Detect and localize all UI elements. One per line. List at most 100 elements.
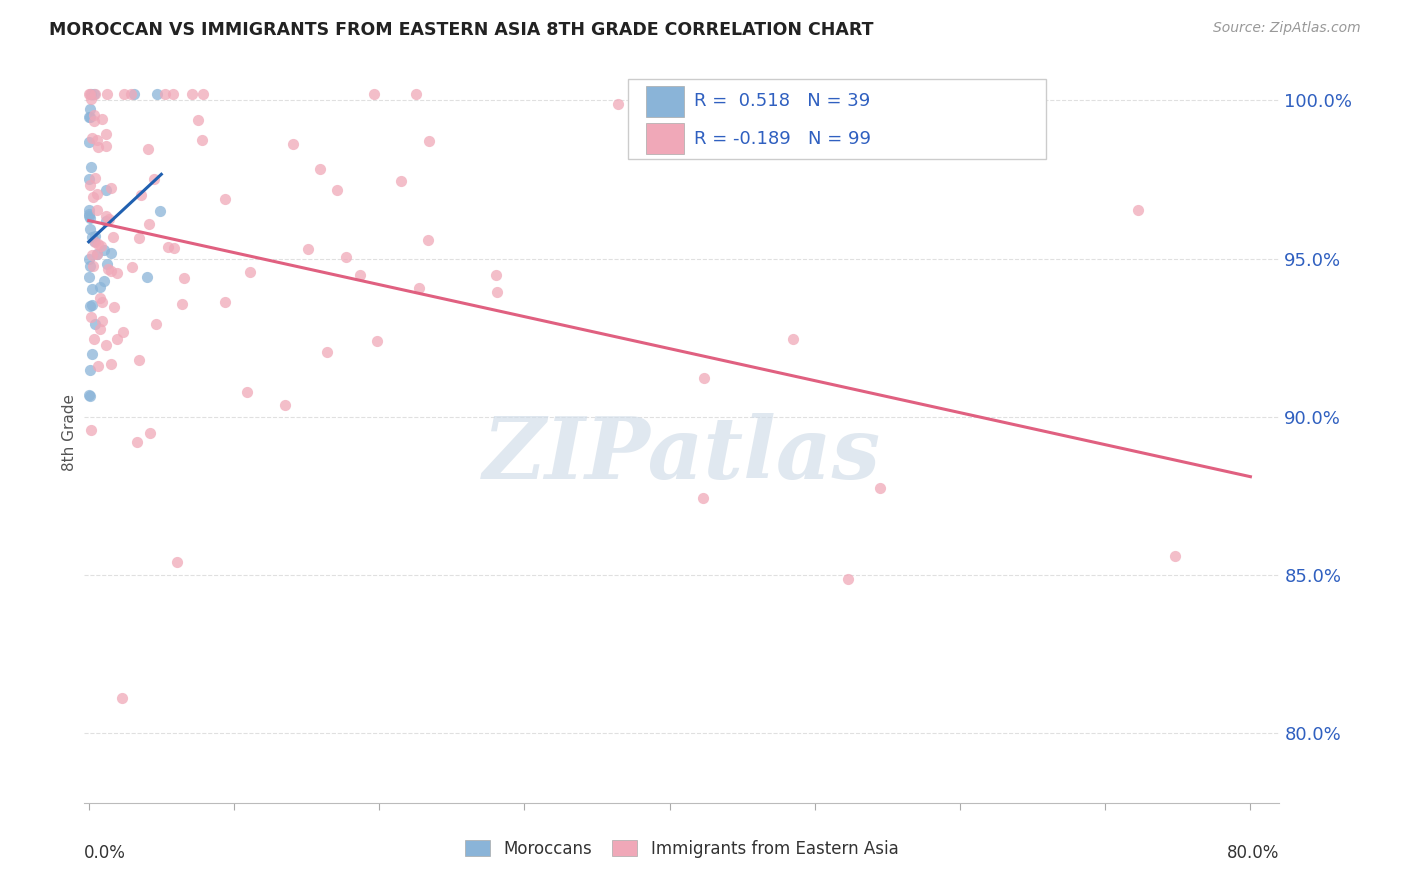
Point [80,160,103,174]
Point [77,210,100,224]
Point [153,87,176,101]
Point [120,87,142,101]
Point [236,385,259,400]
Point [83,108,105,122]
Point [214,295,236,310]
Point [297,242,319,256]
Point [214,192,236,206]
Point [86,133,108,147]
Point [96,87,118,101]
Point [309,161,332,176]
Point [77,110,100,124]
Point [181,87,204,101]
Point [86,247,108,261]
Text: R =  0.518   N = 39: R = 0.518 N = 39 [695,92,870,110]
Point [96,183,118,197]
Text: MOROCCAN VS IMMIGRANTS FROM EASTERN ASIA 8TH GRADE CORRELATION CHART: MOROCCAN VS IMMIGRANTS FROM EASTERN ASIA… [49,21,873,38]
Point [84,170,107,185]
Point [405,87,427,101]
Point [191,133,214,147]
Point [79,202,101,217]
Point [87,359,110,374]
Point [122,87,145,101]
Point [100,246,122,260]
Point [84,235,107,249]
Point [1164,549,1187,564]
Point [100,180,122,194]
Point [408,281,430,295]
Point [87,237,110,252]
Point [86,247,108,261]
Point [79,222,101,236]
Point [79,252,101,266]
Point [79,389,101,403]
Y-axis label: 8th Grade: 8th Grade [62,394,77,471]
Point [139,425,162,440]
Point [766,126,789,140]
Legend: Moroccans, Immigrants from Eastern Asia: Moroccans, Immigrants from Eastern Asia [458,833,905,865]
Point [143,172,166,186]
Point [93,243,115,257]
Point [112,87,135,101]
Point [79,211,101,226]
Point [77,207,100,221]
Point [90,112,112,127]
Point [79,299,101,313]
Point [79,103,101,117]
Point [82,189,104,203]
Point [121,260,143,274]
Point [416,233,439,247]
Point [98,212,121,227]
Point [79,87,101,101]
Point [837,572,859,586]
Point [101,230,124,244]
Point [138,142,160,156]
Point [274,398,297,412]
Text: 80.0%: 80.0% [1227,844,1279,862]
Point [80,297,103,311]
Point [91,295,114,310]
Point [86,140,108,154]
Point [96,214,118,228]
Point [138,217,160,231]
Point [79,87,101,101]
Point [83,87,105,101]
Point [77,172,100,186]
Point [96,209,118,223]
Point [157,240,180,254]
Point [82,282,104,296]
Point [80,423,103,437]
Point [80,346,103,360]
Point [97,262,120,277]
Point [1126,203,1149,218]
FancyBboxPatch shape [647,123,685,154]
Point [79,135,101,149]
Point [83,234,105,248]
Point [91,314,114,328]
Point [86,202,108,217]
Point [145,318,167,332]
Point [80,131,103,145]
Point [80,87,103,101]
FancyBboxPatch shape [647,86,685,117]
Point [90,239,112,253]
Point [82,259,104,273]
Point [418,134,440,148]
Point [325,183,347,197]
Point [103,300,125,314]
Point [366,334,388,349]
Point [83,113,105,128]
Point [100,357,122,371]
Point [693,371,716,385]
Point [335,250,357,264]
Text: 0.0%: 0.0% [84,844,127,862]
Point [485,285,508,299]
Text: ZIPatlas: ZIPatlas [482,413,882,497]
Point [281,136,304,151]
Point [485,268,508,283]
Text: R = -0.189   N = 99: R = -0.189 N = 99 [695,129,870,148]
Point [83,332,105,346]
Point [83,229,105,244]
Point [86,187,108,202]
Point [238,265,260,279]
